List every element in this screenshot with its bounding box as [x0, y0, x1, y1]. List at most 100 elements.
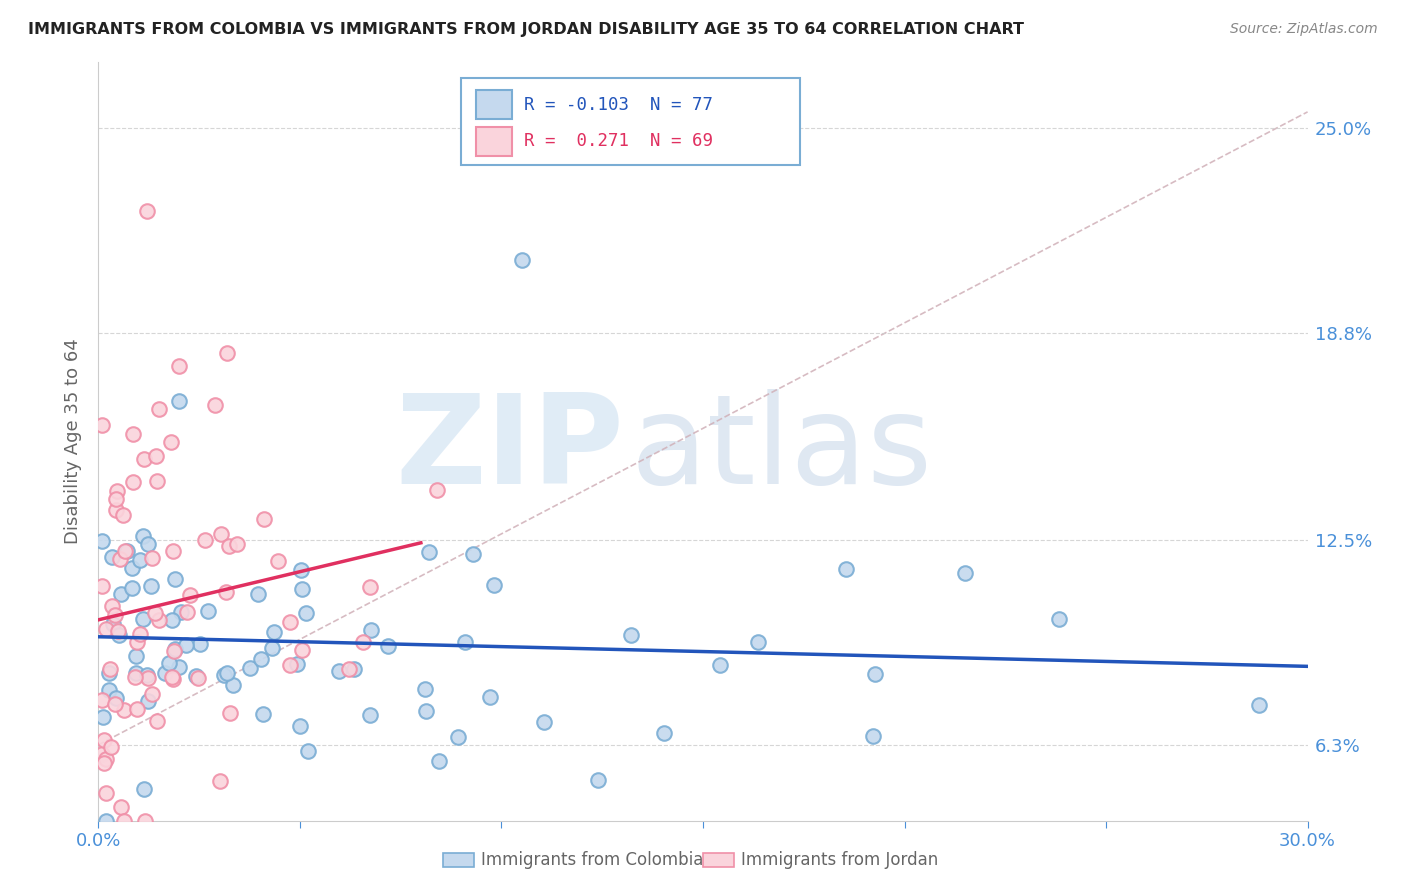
Point	[287, 657, 309, 671]
Point	[163, 572, 186, 586]
Point	[91, 579, 114, 593]
Point	[94, 752, 117, 766]
Point	[278, 658, 301, 673]
Point	[112, 703, 135, 717]
Point	[91, 747, 114, 761]
Point	[128, 553, 150, 567]
Point	[153, 665, 176, 680]
Point	[360, 623, 382, 637]
Point	[91, 710, 114, 724]
Point	[290, 643, 312, 657]
Point	[1249, 698, 1271, 713]
Point	[260, 641, 283, 656]
Bar	[475, 90, 512, 120]
Point	[93, 756, 115, 771]
Point	[145, 474, 167, 488]
Point	[94, 786, 117, 800]
Text: R =  0.271  N = 69: R = 0.271 N = 69	[524, 132, 713, 150]
Point	[215, 665, 238, 680]
Point	[110, 587, 132, 601]
Point	[125, 635, 148, 649]
Point	[266, 553, 288, 567]
Point	[136, 537, 159, 551]
Point	[136, 693, 159, 707]
Point	[121, 475, 143, 490]
Point	[252, 706, 274, 721]
Point	[250, 652, 273, 666]
Point	[121, 426, 143, 441]
Point	[136, 671, 159, 685]
Point	[108, 628, 131, 642]
Bar	[475, 127, 512, 156]
Point	[121, 561, 143, 575]
Point	[91, 417, 114, 432]
Point	[187, 671, 209, 685]
Text: atlas: atlas	[630, 389, 932, 509]
Point	[141, 551, 163, 566]
Point	[121, 581, 143, 595]
Point	[104, 492, 127, 507]
Point	[146, 714, 169, 728]
Point	[415, 704, 437, 718]
Point	[188, 637, 211, 651]
Point	[290, 562, 312, 576]
Point	[352, 635, 374, 649]
Point	[134, 814, 156, 828]
Point	[125, 665, 148, 680]
Point	[162, 644, 184, 658]
Point	[418, 545, 440, 559]
Point	[454, 634, 477, 648]
Point	[709, 657, 731, 672]
Point	[197, 604, 219, 618]
Point	[112, 508, 135, 522]
Point	[167, 660, 190, 674]
Point	[132, 782, 155, 797]
Point	[157, 656, 180, 670]
Point	[135, 667, 157, 681]
Point	[108, 552, 131, 566]
Point	[132, 451, 155, 466]
Point	[104, 698, 127, 712]
Point	[863, 667, 886, 681]
Point	[148, 614, 170, 628]
Point	[294, 606, 316, 620]
Point	[427, 755, 450, 769]
Point	[107, 624, 129, 639]
Point	[194, 533, 217, 548]
Point	[747, 634, 769, 648]
Point	[862, 730, 884, 744]
Point	[160, 434, 183, 449]
Text: Source: ZipAtlas.com: Source: ZipAtlas.com	[1230, 22, 1378, 37]
Point	[160, 613, 183, 627]
Point	[125, 701, 148, 715]
Point	[135, 203, 157, 218]
Point	[163, 641, 186, 656]
Point	[510, 253, 533, 268]
Point	[953, 566, 976, 581]
Point	[222, 678, 245, 692]
Point	[117, 544, 139, 558]
Point	[100, 550, 122, 565]
Point	[98, 662, 121, 676]
Point	[209, 773, 232, 788]
Point	[179, 588, 201, 602]
Point	[247, 587, 270, 601]
Point	[103, 616, 125, 631]
Text: R = -0.103  N = 77: R = -0.103 N = 77	[524, 96, 713, 114]
Point	[343, 662, 366, 676]
Point	[1047, 612, 1070, 626]
Point	[290, 719, 312, 733]
Point	[337, 662, 360, 676]
Point	[110, 800, 132, 814]
Point	[218, 539, 240, 553]
Point	[162, 672, 184, 686]
Point	[204, 399, 226, 413]
Point	[219, 706, 242, 720]
Point	[97, 666, 120, 681]
Point	[533, 714, 555, 729]
Point	[114, 544, 136, 558]
Point	[253, 512, 276, 526]
Point	[239, 661, 262, 675]
Text: Immigrants from Jordan: Immigrants from Jordan	[741, 851, 938, 869]
Point	[359, 580, 381, 594]
